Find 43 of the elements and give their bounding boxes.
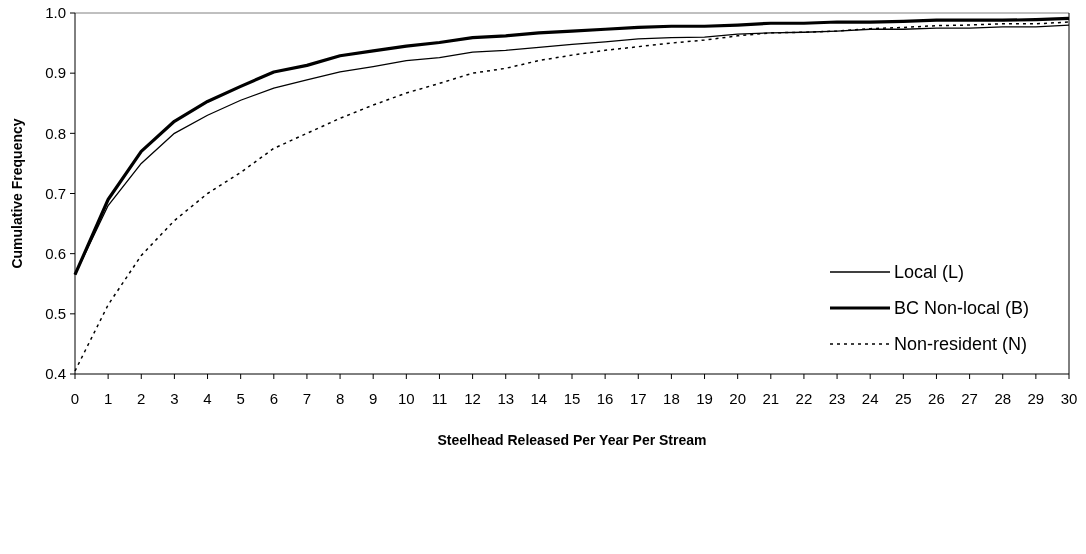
x-tick-label: 0	[70, 390, 80, 407]
x-tick-label: 21	[762, 390, 780, 407]
x-tick-label: 2	[137, 390, 146, 407]
legend-label: Non-resident (N)	[894, 334, 1028, 355]
x-tick-label: 3	[170, 390, 179, 407]
x-tick-label: 6	[269, 390, 278, 407]
x-tick-label: 19	[696, 390, 713, 407]
x-tick-label: 7	[302, 390, 312, 407]
y-tick-label: 1.0	[45, 4, 66, 22]
legend-label: Local (L)	[894, 262, 965, 283]
y-tick-label: 0.5	[45, 305, 66, 323]
x-tick-label: 9	[369, 390, 378, 407]
x-tick-label: 22	[795, 390, 813, 407]
x-tick-label: 15	[563, 390, 581, 407]
x-tick-label: 28	[994, 390, 1012, 407]
x-tick-label: 17	[629, 390, 647, 407]
legend-label: BC Non-local (B)	[894, 298, 1030, 319]
x-tick-label: 26	[928, 390, 945, 407]
x-axis-title: Steelhead Released Per Year Per Stream	[437, 432, 707, 448]
x-tick-label: 13	[497, 390, 515, 407]
x-tick-label: 11	[431, 390, 448, 407]
x-tick-label: 5	[236, 390, 245, 407]
y-axis-title: Cumulative Frequency	[9, 118, 25, 269]
x-tick-label: 8	[335, 390, 345, 407]
x-tick-label: 14	[530, 390, 548, 407]
x-tick-label: 18	[663, 390, 680, 407]
x-tick-label: 30	[1060, 390, 1078, 407]
x-tick-label: 10	[397, 390, 415, 407]
y-tick-label: 0.6	[45, 244, 66, 262]
x-tick-label: 16	[596, 390, 614, 407]
x-tick-label: 23	[828, 390, 846, 407]
x-tick-label: 24	[861, 390, 879, 407]
y-tick-label: 0.8	[45, 124, 66, 142]
x-tick-label: 29	[1027, 390, 1045, 407]
y-tick-label: 0.7	[45, 184, 66, 202]
x-tick-label: 27	[961, 390, 978, 407]
x-tick-label: 12	[464, 390, 481, 407]
y-tick-label: 0.4	[45, 365, 66, 383]
y-tick-label: 0.9	[45, 64, 66, 82]
x-tick-label: 25	[894, 390, 912, 407]
x-tick-label: 1	[103, 390, 113, 407]
x-tick-label: 4	[203, 390, 212, 407]
x-tick-label: 20	[729, 390, 747, 407]
